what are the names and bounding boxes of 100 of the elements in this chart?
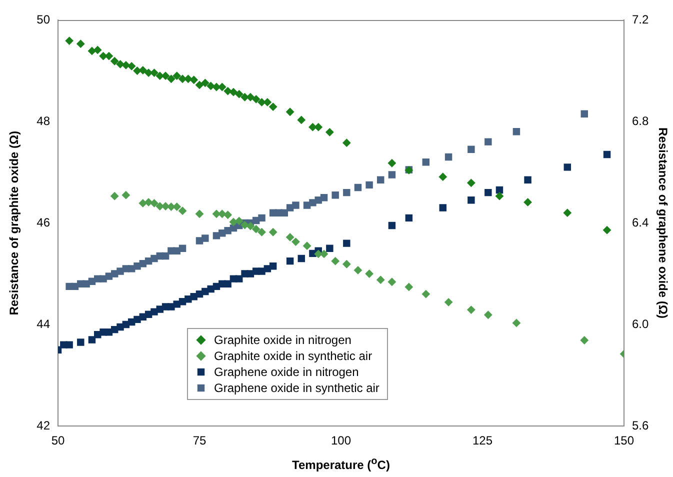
point (326, 244, 334, 252)
point (224, 280, 232, 288)
point (512, 128, 520, 136)
x-tick-label: 75 (192, 434, 206, 448)
point (172, 72, 181, 80)
point (343, 188, 350, 196)
point (156, 72, 164, 80)
point (258, 268, 266, 275)
point (332, 191, 339, 199)
point (366, 181, 373, 189)
y-tick-label: 46 (36, 215, 50, 230)
point (286, 233, 294, 242)
point (252, 95, 260, 104)
point (258, 228, 266, 236)
point (190, 76, 198, 84)
legend-label: Graphene oxide in nitrogen (214, 365, 359, 379)
legend-label: Graphene oxide in synthetic air (214, 381, 380, 395)
point (229, 88, 238, 96)
point (563, 208, 572, 217)
point (580, 110, 588, 118)
point (388, 278, 396, 286)
point (150, 199, 158, 208)
y2-tick-label: 7.2 (632, 12, 650, 26)
point (252, 225, 260, 234)
point (184, 74, 192, 83)
y2-axis-title: Resistance of graphene oxide (Ω) (656, 128, 670, 318)
point (196, 80, 204, 89)
x-tick-label: 50 (51, 434, 65, 448)
point (495, 192, 504, 200)
point (524, 198, 532, 206)
point (235, 90, 244, 98)
point (162, 252, 170, 260)
y-tick-label: 44 (36, 316, 50, 331)
point (88, 336, 96, 344)
point (110, 57, 119, 66)
y-axis-title: Resistance of graphite oxide (Ω) (7, 130, 21, 316)
point (303, 242, 312, 250)
point (269, 102, 278, 111)
point (484, 138, 492, 146)
point (138, 66, 147, 74)
point (122, 61, 130, 70)
point (342, 260, 351, 268)
point (167, 74, 176, 83)
point (150, 68, 158, 77)
y2-tick-label: 6.8 (632, 114, 650, 128)
point (286, 257, 294, 265)
x-axis-title: Temperature ($^{o}$C) (292, 456, 390, 472)
y2-tick-label: 6.0 (632, 316, 650, 331)
point (94, 46, 102, 54)
point (439, 204, 446, 212)
point (343, 240, 350, 247)
point (116, 268, 124, 275)
point (467, 178, 476, 187)
point (292, 238, 300, 246)
point (365, 270, 374, 278)
point (564, 164, 572, 171)
point (122, 191, 130, 200)
y2-tick-label: 5.6 (632, 418, 650, 432)
point (168, 303, 175, 310)
y-tick-label: 48 (36, 114, 50, 128)
x-tick-label: 100 (330, 434, 352, 448)
point (286, 108, 294, 116)
point (297, 116, 306, 124)
point (235, 216, 244, 225)
point (144, 198, 153, 206)
legend-label: Graphite oxide in nitrogen (214, 333, 352, 347)
point (309, 199, 316, 206)
point (88, 46, 96, 55)
point (173, 300, 180, 308)
point (580, 336, 588, 344)
point (229, 218, 238, 226)
point (342, 138, 351, 147)
point (320, 194, 328, 202)
point (196, 210, 204, 218)
point (512, 318, 520, 327)
point (100, 275, 107, 282)
point (388, 222, 396, 230)
point (422, 158, 430, 166)
point (320, 250, 328, 258)
point (444, 298, 453, 306)
point (138, 199, 147, 208)
point (178, 206, 187, 215)
point (116, 60, 124, 68)
point (156, 202, 164, 210)
point (467, 306, 476, 314)
point (326, 128, 334, 136)
point (354, 266, 362, 274)
point (212, 82, 220, 91)
point (66, 341, 73, 348)
point (269, 228, 278, 236)
x-tick-label: 150 (614, 434, 634, 448)
point (404, 282, 413, 291)
point (377, 176, 384, 184)
point (484, 310, 492, 319)
point (236, 275, 243, 282)
point (524, 176, 532, 184)
point (76, 40, 85, 48)
point (603, 150, 611, 158)
point (77, 338, 84, 346)
point (150, 308, 158, 316)
